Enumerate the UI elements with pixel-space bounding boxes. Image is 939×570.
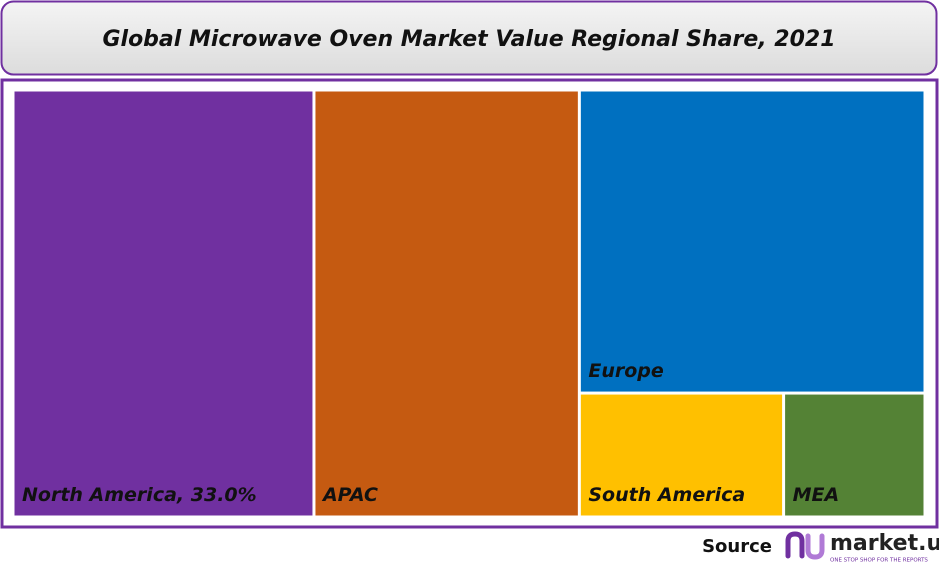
tile-label: MEA xyxy=(793,484,840,506)
separator: , xyxy=(176,484,191,506)
category-label: MEA xyxy=(793,484,840,506)
logo-text: market.us xyxy=(830,531,939,556)
tile-label: South America xyxy=(588,484,745,506)
treemap: North America, 33.0% APAC Europe South Amer… xyxy=(14,91,924,516)
category-label: Europe xyxy=(588,360,664,382)
tile xyxy=(315,91,578,516)
tile xyxy=(580,394,783,516)
tile xyxy=(14,91,313,516)
category-label: North America xyxy=(22,484,177,506)
category-label: APAC xyxy=(321,484,378,506)
logo-icon xyxy=(785,531,825,560)
tile-label: Europe xyxy=(588,360,664,382)
value-label: 33.0% xyxy=(191,484,257,506)
tile xyxy=(580,91,924,392)
title-box xyxy=(0,0,938,76)
source-label: Source xyxy=(702,536,772,557)
chart-title: Global Microwave Oven Market Value Regio… xyxy=(102,27,835,52)
tile-label: North America, 33.0% xyxy=(22,484,257,506)
tile xyxy=(785,394,924,516)
tile-label: APAC xyxy=(321,484,378,506)
logo-tagline: ONE STOP SHOP FOR THE REPORTS xyxy=(830,558,928,564)
category-label: South America xyxy=(588,484,745,506)
